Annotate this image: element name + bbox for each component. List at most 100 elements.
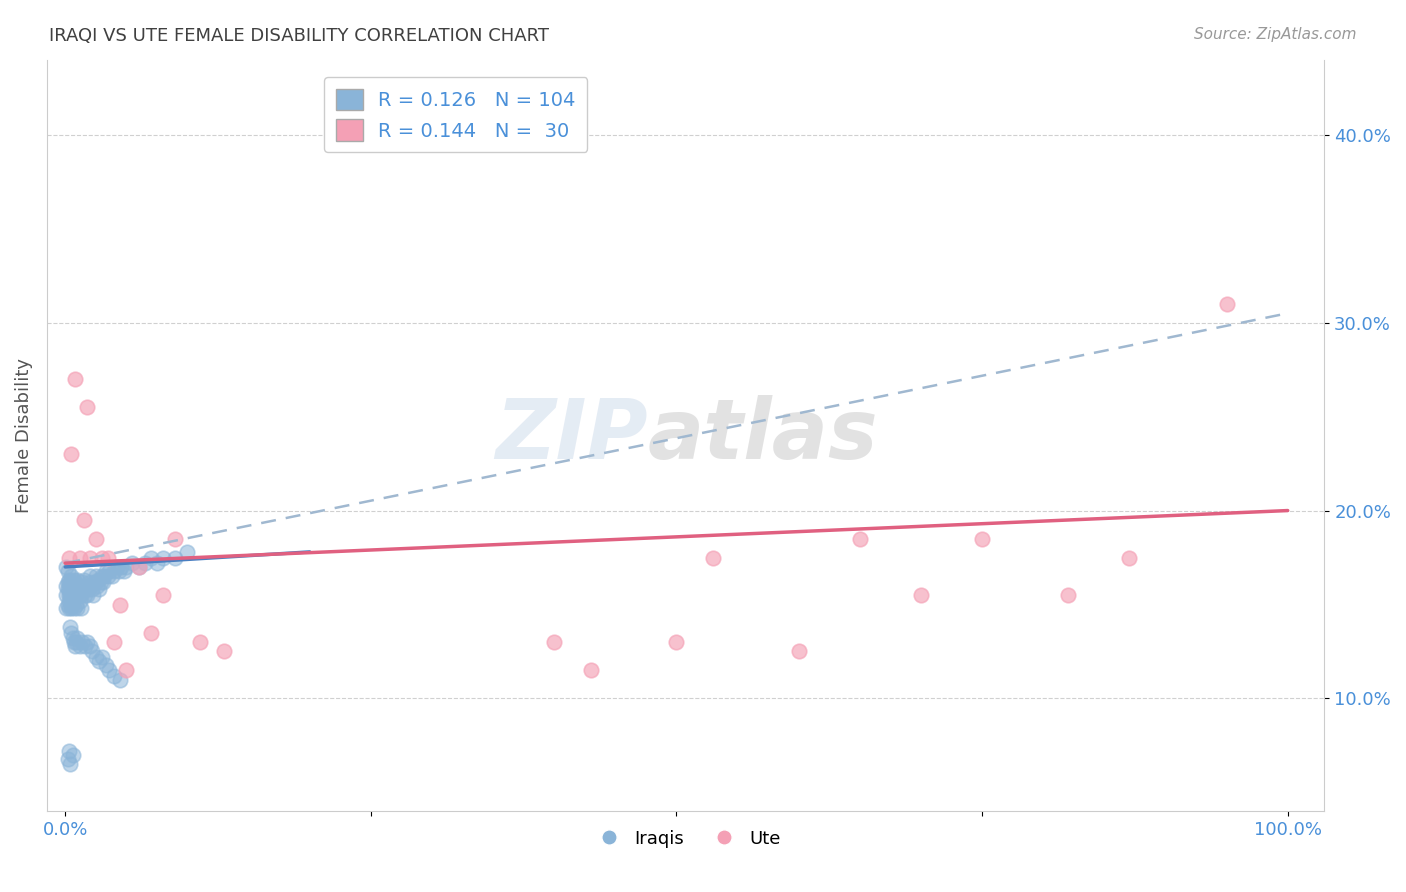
Point bbox=[63, 588, 86, 602]
Point bbox=[77, 582, 100, 597]
Point bbox=[910, 588, 932, 602]
Point bbox=[72, 635, 94, 649]
Point bbox=[69, 639, 91, 653]
Point bbox=[60, 447, 83, 461]
Point bbox=[73, 588, 96, 602]
Point bbox=[91, 574, 114, 589]
Point bbox=[79, 550, 101, 565]
Point bbox=[62, 601, 84, 615]
Point bbox=[83, 574, 105, 589]
Point bbox=[94, 657, 117, 672]
Point bbox=[55, 579, 77, 593]
Point bbox=[62, 588, 84, 602]
Point bbox=[56, 564, 79, 578]
Point bbox=[80, 579, 103, 593]
Point bbox=[103, 564, 125, 578]
Point bbox=[105, 560, 128, 574]
Point bbox=[62, 579, 84, 593]
Point bbox=[72, 582, 94, 597]
Point bbox=[110, 598, 132, 612]
Point bbox=[98, 663, 121, 677]
Point bbox=[90, 574, 112, 589]
Point bbox=[134, 556, 156, 570]
Point bbox=[59, 757, 82, 772]
Point bbox=[152, 588, 174, 602]
Point bbox=[139, 550, 162, 565]
Point bbox=[65, 588, 87, 602]
Point bbox=[63, 574, 86, 589]
Point bbox=[58, 573, 80, 587]
Point bbox=[849, 532, 872, 546]
Point bbox=[90, 550, 112, 565]
Text: atlas: atlas bbox=[647, 395, 877, 476]
Point bbox=[93, 569, 115, 583]
Point bbox=[62, 593, 84, 607]
Y-axis label: Female Disability: Female Disability bbox=[15, 358, 32, 513]
Point bbox=[58, 744, 80, 758]
Point bbox=[82, 644, 104, 658]
Point bbox=[103, 635, 125, 649]
Point bbox=[58, 588, 80, 602]
Point bbox=[82, 582, 104, 597]
Point bbox=[59, 588, 82, 602]
Point bbox=[60, 598, 83, 612]
Point bbox=[87, 573, 110, 587]
Legend: Iraqis, Ute: Iraqis, Ute bbox=[583, 822, 787, 855]
Point bbox=[63, 372, 86, 386]
Point bbox=[66, 632, 89, 646]
Point bbox=[112, 564, 135, 578]
Text: ZIP: ZIP bbox=[495, 395, 647, 476]
Point bbox=[139, 625, 162, 640]
Point bbox=[76, 635, 98, 649]
Point bbox=[62, 632, 84, 646]
Point bbox=[56, 598, 79, 612]
Point bbox=[121, 556, 143, 570]
Point bbox=[188, 635, 211, 649]
Point bbox=[73, 639, 96, 653]
Point bbox=[165, 550, 187, 565]
Point bbox=[70, 601, 93, 615]
Point bbox=[56, 751, 79, 765]
Point bbox=[55, 560, 77, 574]
Point bbox=[84, 569, 107, 583]
Point bbox=[62, 747, 84, 762]
Point bbox=[176, 545, 198, 559]
Text: Source: ZipAtlas.com: Source: ZipAtlas.com bbox=[1194, 27, 1357, 42]
Point bbox=[165, 532, 187, 546]
Point bbox=[146, 556, 169, 570]
Point bbox=[972, 532, 994, 546]
Point bbox=[59, 582, 82, 597]
Point bbox=[543, 635, 565, 649]
Point bbox=[60, 588, 83, 602]
Point bbox=[55, 588, 77, 602]
Point bbox=[56, 582, 79, 597]
Point bbox=[579, 663, 602, 677]
Point bbox=[67, 582, 90, 597]
Point bbox=[59, 574, 82, 589]
Point bbox=[90, 650, 112, 665]
Point bbox=[115, 663, 138, 677]
Point bbox=[98, 564, 121, 578]
Point bbox=[128, 560, 150, 574]
Point bbox=[79, 569, 101, 583]
Point bbox=[76, 401, 98, 415]
Point bbox=[65, 635, 87, 649]
Point bbox=[59, 620, 82, 634]
Point bbox=[212, 644, 235, 658]
Point bbox=[55, 601, 77, 615]
Point bbox=[79, 639, 101, 653]
Point bbox=[108, 564, 131, 578]
Point bbox=[97, 550, 120, 565]
Point bbox=[67, 588, 90, 602]
Point bbox=[66, 601, 89, 615]
Point bbox=[65, 598, 87, 612]
Point bbox=[115, 560, 138, 574]
Point bbox=[1118, 550, 1140, 565]
Point bbox=[75, 579, 97, 593]
Point bbox=[152, 550, 174, 565]
Point bbox=[58, 550, 80, 565]
Point bbox=[128, 560, 150, 574]
Point bbox=[787, 644, 810, 658]
Point bbox=[69, 579, 91, 593]
Point bbox=[89, 654, 111, 668]
